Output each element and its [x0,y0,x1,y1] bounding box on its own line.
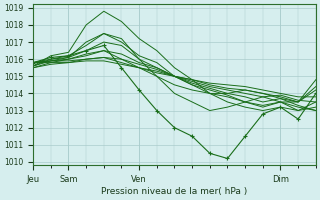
X-axis label: Pression niveau de la mer( hPa ): Pression niveau de la mer( hPa ) [101,187,248,196]
